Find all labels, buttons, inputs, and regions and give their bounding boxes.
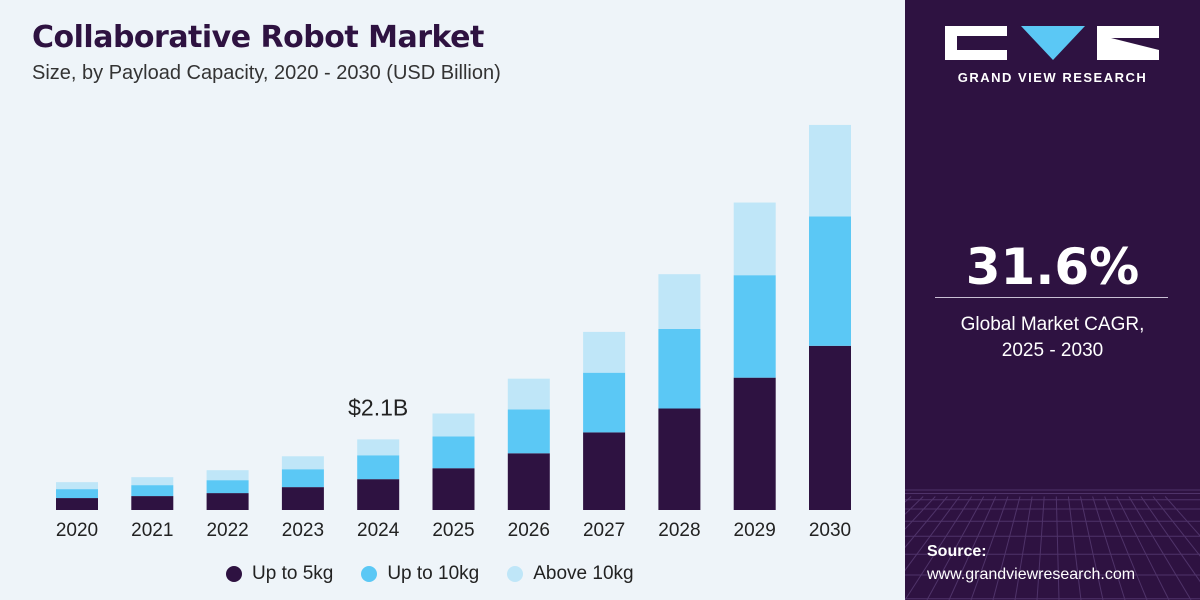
- bar-2026-up-to-10kg: [507, 409, 550, 454]
- bar-2024-up-to-10kg: [357, 455, 400, 480]
- cagr-label: Global Market CAGR, 2025 - 2030: [905, 312, 1200, 364]
- cagr-label-line1: Global Market CAGR,: [960, 314, 1145, 335]
- bar-2021-up-to-5kg: [131, 496, 174, 510]
- bar-2020-up-to-10kg: [56, 489, 98, 499]
- bar-2020-above-10kg: [56, 482, 98, 490]
- legend-item-up-to-5kg: Up to 5kg: [226, 563, 333, 585]
- bar-2026-up-to-5kg: [507, 453, 550, 510]
- source-link[interactable]: www.grandviewresearch.com: [927, 566, 1136, 583]
- bar-2027-up-to-5kg: [583, 432, 626, 510]
- chart-panel: Collaborative Robot Market Size, by Payl…: [32, 20, 852, 585]
- brand-name: GRAND VIEW RESEARCH: [957, 70, 1148, 85]
- stacked-bar-chart: 2020 2021 2022 2023 2024 2025 2026 2027 2028 2029…: [56, 124, 851, 541]
- legend-item-above-10kg: Above 10kg: [507, 563, 634, 585]
- bar-2021-above-10kg: [131, 477, 174, 486]
- bar-2028-up-to-10kg: [658, 328, 701, 409]
- bar-2023-up-to-5kg: [281, 487, 324, 510]
- x-tick-label-2026: 2026: [508, 520, 550, 541]
- x-tick-label-2024: 2024: [357, 520, 400, 541]
- bar-2024-above-10kg: [357, 439, 400, 456]
- bar-2029-up-to-5kg: [733, 377, 776, 510]
- legend-label-above-10kg: Above 10kg: [533, 563, 634, 584]
- legend-label-up-to-10kg: Up to 10kg: [387, 563, 480, 584]
- x-tick-label-2030: 2030: [809, 520, 851, 541]
- legend-swatch-up-to-10kg: [361, 566, 378, 582]
- source-label: Source:: [927, 543, 987, 560]
- bar-2020-up-to-5kg: [56, 498, 98, 510]
- legend-swatch-above-10kg: [507, 566, 524, 582]
- bar-2025-above-10kg: [432, 413, 475, 437]
- bar-2025-up-to-5kg: [432, 468, 475, 510]
- legend-item-up-to-10kg: Up to 10kg: [361, 563, 479, 585]
- bar-2027-up-to-10kg: [583, 372, 626, 433]
- bar-2028-up-to-5kg: [658, 408, 701, 510]
- bar-2028-above-10kg: [658, 274, 701, 329]
- bar-2022-up-to-10kg: [206, 480, 249, 494]
- x-tick-label-2023: 2023: [282, 520, 324, 541]
- gvr-logo-icon: [945, 26, 1159, 60]
- bar-2026-above-10kg: [507, 378, 550, 410]
- legend-label-up-to-5kg: Up to 5kg: [252, 563, 334, 584]
- sidebar-panel: GRAND VIEW RESEARCH 31.6% Global Market …: [905, 0, 1200, 600]
- cagr-divider: [935, 297, 1168, 298]
- chart-subtitle: Size, by Payload Capacity, 2020 - 2030 (…: [32, 62, 501, 84]
- legend: Up to 5kg Up to 10kg Above 10kg: [226, 563, 634, 585]
- bar-2029-up-to-10kg: [733, 275, 776, 378]
- bar-2030-above-10kg: [809, 124, 851, 217]
- bar-2030-up-to-10kg: [809, 216, 851, 346]
- x-tick-label-2022: 2022: [206, 520, 248, 541]
- bar-2027-above-10kg: [583, 331, 626, 373]
- x-tick-label-2027: 2027: [583, 520, 625, 541]
- bar-2021-up-to-10kg: [131, 485, 174, 497]
- x-tick-label-2028: 2028: [658, 520, 700, 541]
- bar-2023-above-10kg: [281, 456, 324, 470]
- x-tick-label-2020: 2020: [56, 520, 98, 541]
- bar-2030-up-to-5kg: [809, 345, 851, 510]
- data-label-2024: $2.1B: [348, 394, 408, 420]
- bar-2023-up-to-10kg: [281, 469, 324, 488]
- cagr-label-line2: 2025 - 2030: [1001, 340, 1104, 361]
- cagr-value: 31.6%: [965, 238, 1140, 296]
- x-tick-label-2025: 2025: [432, 520, 474, 541]
- wireframe-grid-graphic: [905, 489, 1200, 600]
- x-tick-label-2021: 2021: [131, 520, 173, 541]
- bar-2029-above-10kg: [733, 202, 776, 276]
- legend-swatch-up-to-5kg: [226, 566, 242, 582]
- bar-2024-up-to-5kg: [357, 479, 400, 510]
- bar-2025-up-to-10kg: [432, 436, 475, 469]
- bar-2022-up-to-5kg: [206, 493, 249, 510]
- bar-2022-above-10kg: [206, 470, 249, 481]
- chart-title: Collaborative Robot Market: [32, 20, 484, 55]
- x-tick-label-2029: 2029: [734, 520, 776, 541]
